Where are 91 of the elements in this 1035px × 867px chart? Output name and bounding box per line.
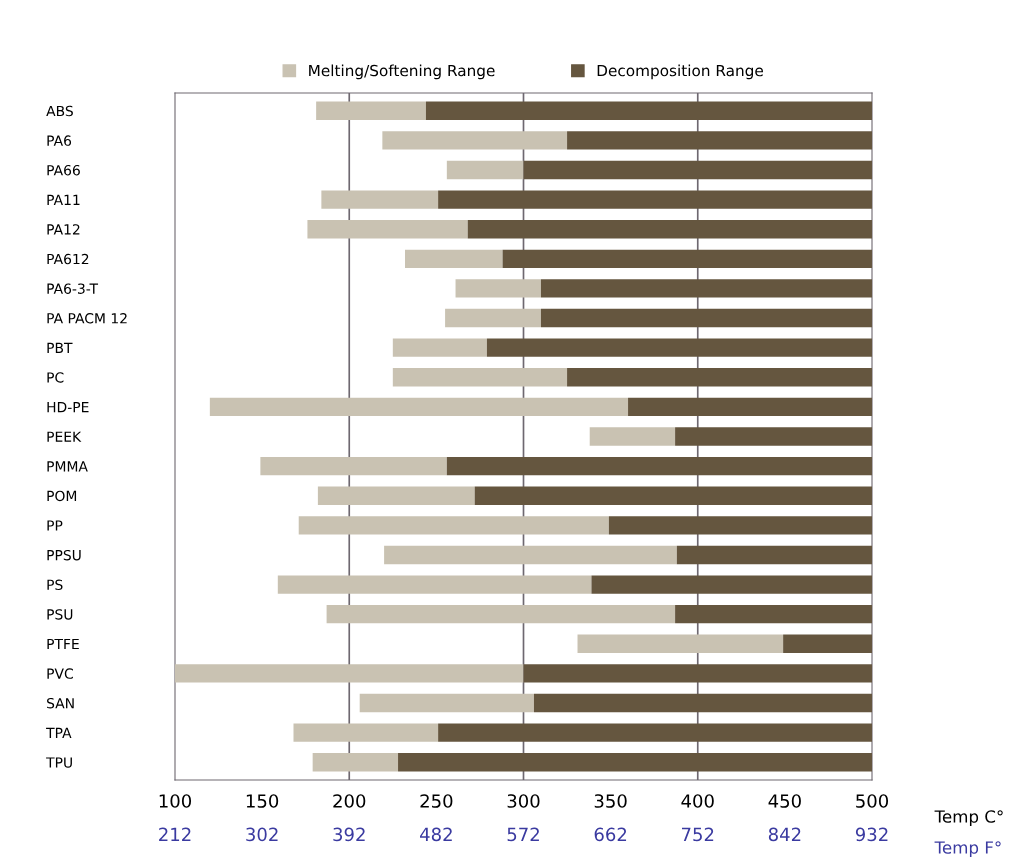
y-tick-label: ABS [46,105,73,117]
bar [316,101,426,120]
x-tick-label: 400 [681,794,714,808]
bar [628,397,872,417]
x-axis-title: Temp C° [934,810,1003,827]
x2-tick-label: 392 [333,827,365,842]
y-tick-label: PPSU [47,549,81,561]
bar [486,338,872,357]
bar [676,545,872,565]
x-tick-label: 350 [594,794,627,808]
bar [591,575,872,594]
x2-tick-label: 842 [768,827,801,842]
bar [608,516,872,535]
y-tick-label: PP [47,520,63,531]
y-tick-label: PA11 [47,194,80,205]
y-tick-label: PTFE [47,638,79,650]
bar [425,101,872,120]
bar [523,160,872,180]
bar [260,456,447,476]
y-tick-label: HD-PE [47,402,89,413]
bar [405,249,503,269]
bar [277,575,592,594]
y-tick-label: PC [47,372,64,383]
y-tick-label: TPA [46,727,72,738]
y-tick-label: PMMA [47,461,88,472]
bar [438,723,872,742]
bar [467,220,872,239]
bar [567,131,872,150]
x2-axis-title: Temp F° [934,841,1001,858]
x2-tick-label: 482 [420,827,452,842]
bar [293,723,439,742]
x-tick-label: 100 [159,794,192,808]
x2-tick-label: 662 [594,827,627,842]
x-tick-label: 300 [507,794,540,808]
bar [398,753,872,772]
x-tick-label: 250 [420,794,453,808]
bar [384,545,677,565]
y-tick-label: SAN [47,697,74,709]
y-tick-label: PA PACM 12 [47,313,127,324]
bar [392,368,568,387]
x2-tick-label: 752 [682,827,714,842]
bar [317,486,475,505]
x2-tick-label: 572 [507,827,539,842]
y-tick-label: PA12 [47,224,80,235]
bar [359,693,534,713]
bar [298,516,609,535]
bar [577,634,784,653]
bar [382,131,568,150]
legend-label: Decomposition Range [597,64,763,80]
bar [446,160,524,180]
x2-tick-label: 302 [246,827,278,842]
x2-tick-label: 212 [159,827,191,841]
bar [312,753,399,772]
y-tick-label: PA612 [47,253,89,265]
bar [455,279,541,298]
bar [567,368,872,387]
bar [209,397,629,417]
bar [445,308,541,328]
bar [307,220,468,239]
x-tick-label: 150 [246,794,279,808]
bar [540,308,872,328]
x-tick-label: 500 [856,794,889,808]
bar [474,486,872,505]
y-tick-label: PEEK [47,431,82,442]
y-tick-label: PA6 [47,135,72,146]
bar [326,604,676,624]
y-tick-label: PA66 [47,164,80,176]
y-tick-label: POM [47,490,77,502]
bar [675,427,872,446]
bar [783,634,872,653]
bar [446,456,872,476]
bar [175,664,524,683]
y-tick-label: PS [47,579,63,591]
bar [589,427,676,446]
x2-tick-label: 932 [855,827,888,842]
bar [392,338,487,357]
bar [523,664,872,683]
y-tick-label: PA6-3-T [47,283,99,294]
y-tick-label: PVC [47,668,73,679]
legend-label: Melting/Softening Range [309,64,495,80]
bar [321,190,439,209]
bar [533,693,872,713]
x-tick-label: 200 [333,794,366,808]
y-tick-label: PBT [47,342,73,353]
x-tick-label: 450 [768,794,801,808]
bar [540,279,872,298]
y-tick-label: PSU [47,609,73,620]
bar [675,604,872,624]
y-tick-label: TPU [46,757,72,768]
bar [502,249,872,269]
bar [438,190,872,209]
